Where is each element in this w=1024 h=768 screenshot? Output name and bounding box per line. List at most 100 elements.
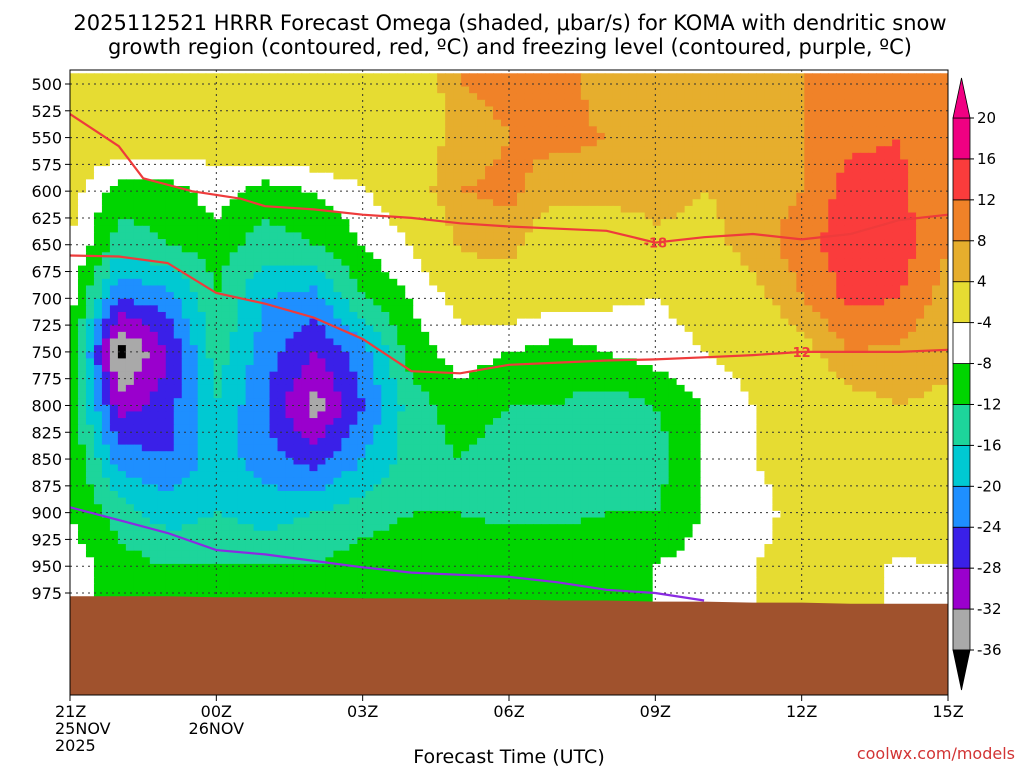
omega-cell: [165, 99, 175, 108]
omega-cell: [133, 239, 143, 247]
omega-cell: [445, 99, 454, 108]
omega-cell: [940, 272, 948, 280]
omega-cell: [692, 159, 702, 167]
omega-cell: [796, 119, 805, 127]
omega-cell: [157, 152, 167, 161]
omega-cell: [277, 239, 287, 247]
omega-cell: [564, 159, 574, 167]
omega-cell: [365, 119, 374, 127]
omega-cell: [157, 345, 167, 353]
omega-cell: [413, 278, 422, 287]
omega-cell: [908, 245, 917, 253]
omega-cell: [532, 139, 542, 147]
omega-cell: [117, 225, 127, 234]
omega-cell: [748, 285, 758, 293]
omega-cell: [564, 311, 574, 320]
omega-cell: [788, 278, 797, 287]
omega-cell: [524, 325, 534, 333]
omega-cell: [748, 365, 758, 373]
omega-cell: [820, 172, 829, 180]
omega-cell: [684, 93, 694, 101]
omega-cell: [197, 365, 207, 373]
omega-cell: [524, 86, 534, 94]
omega-cell: [453, 245, 462, 253]
omega-cell: [85, 365, 95, 373]
omega-cell: [101, 146, 111, 154]
omega-cell: [70, 331, 79, 340]
omega-cell: [756, 265, 766, 273]
omega-cell: [93, 79, 103, 88]
omega-cell: [820, 265, 829, 273]
omega-cell: [437, 305, 446, 313]
omega-cell: [852, 239, 861, 247]
omega-cell: [261, 166, 271, 174]
omega-cell: [333, 358, 342, 366]
omega-cell: [620, 205, 630, 214]
omega-cell: [421, 252, 430, 260]
omega-cell: [820, 205, 829, 214]
omega-cell: [245, 139, 255, 147]
omega-cell: [692, 351, 702, 359]
omega-cell: [644, 106, 654, 114]
omega-cell: [213, 159, 223, 167]
omega-cell: [524, 219, 534, 227]
omega-cell: [916, 252, 925, 260]
omega-cell: [684, 265, 694, 273]
omega-cell: [317, 106, 327, 114]
omega-cell: [748, 205, 758, 214]
omega-cell: [628, 212, 638, 220]
omega-cell: [245, 305, 255, 313]
omega-cell: [660, 132, 670, 141]
omega-cell: [205, 126, 215, 134]
omega-cell: [269, 252, 279, 260]
omega-cell: [572, 212, 582, 220]
omega-cell: [844, 73, 853, 81]
omega-cell: [596, 152, 606, 161]
omega-cell: [389, 113, 398, 121]
omega-cell: [900, 252, 909, 260]
omega-cell: [572, 239, 582, 247]
omega-cell: [117, 272, 127, 280]
omega-cell: [796, 345, 805, 353]
omega-cell: [516, 205, 526, 214]
omega-cell: [564, 345, 574, 353]
omega-cell: [469, 199, 478, 207]
omega-cell: [924, 186, 933, 194]
omega-cell: [469, 86, 478, 94]
omega-cell: [724, 212, 734, 220]
omega-cell: [477, 139, 486, 147]
omega-cell: [125, 172, 135, 180]
omega-cell: [692, 73, 702, 81]
omega-cell: [804, 358, 813, 366]
omega-cell: [309, 219, 319, 227]
omega-cell: [716, 106, 726, 114]
omega-cell: [772, 225, 781, 234]
omega-cell: [516, 305, 526, 313]
omega-cell: [716, 325, 726, 333]
omega-cell: [429, 152, 438, 161]
omega-cell: [620, 298, 630, 306]
omega-cell: [884, 186, 893, 194]
omega-cell: [349, 199, 358, 207]
omega-cell: [804, 172, 813, 180]
omega-cell: [628, 186, 638, 194]
omega-cell: [469, 265, 478, 273]
omega-cell: [636, 245, 646, 253]
omega-cell: [868, 292, 877, 300]
omega-cell: [636, 311, 646, 320]
omega-cell: [285, 351, 295, 359]
omega-cell: [189, 73, 199, 81]
omega-cell: [157, 265, 167, 273]
omega-cell: [636, 192, 646, 200]
omega-cell: [628, 351, 638, 359]
omega-cell: [604, 292, 614, 300]
omega-cell: [684, 126, 694, 134]
omega-cell: [660, 285, 670, 293]
omega-cell: [421, 272, 430, 280]
omega-cell: [389, 278, 398, 287]
omega-cell: [660, 311, 670, 320]
omega-cell: [644, 365, 654, 373]
omega-cell: [301, 272, 311, 280]
omega-cell: [580, 192, 590, 200]
omega-cell: [836, 199, 845, 207]
